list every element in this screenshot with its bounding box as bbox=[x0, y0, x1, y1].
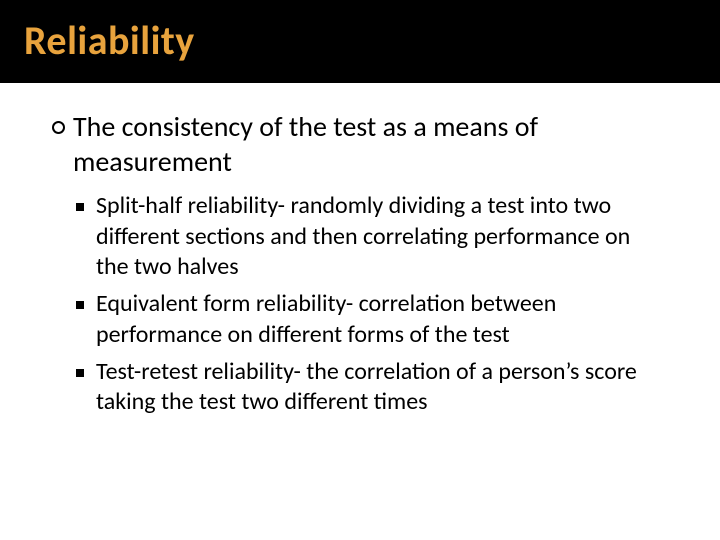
bullet-level2: Equivalent form reliability- correlation… bbox=[76, 289, 668, 350]
sub-bullet-list: Split-half reliability- randomly dividin… bbox=[52, 191, 668, 418]
slide-body: The consistency of the test as a means o… bbox=[0, 83, 720, 424]
sub-point-text: Test-retest reliability- the correlation… bbox=[96, 357, 668, 418]
square-bullet-icon bbox=[76, 301, 84, 309]
square-bullet-icon bbox=[76, 369, 84, 377]
main-point-text: The consistency of the test as a means o… bbox=[73, 109, 668, 179]
title-bar: Reliability bbox=[0, 0, 720, 83]
sub-point-text: Split-half reliability- randomly dividin… bbox=[96, 191, 668, 283]
circle-bullet-icon bbox=[52, 121, 65, 134]
bullet-level2: Split-half reliability- randomly dividin… bbox=[76, 191, 668, 283]
slide: Reliability The consistency of the test … bbox=[0, 0, 720, 540]
square-bullet-icon bbox=[76, 203, 84, 211]
bullet-level1: The consistency of the test as a means o… bbox=[52, 109, 668, 179]
sub-point-text: Equivalent form reliability- correlation… bbox=[96, 289, 668, 350]
slide-title: Reliability bbox=[24, 16, 195, 65]
bullet-level2: Test-retest reliability- the correlation… bbox=[76, 357, 668, 418]
